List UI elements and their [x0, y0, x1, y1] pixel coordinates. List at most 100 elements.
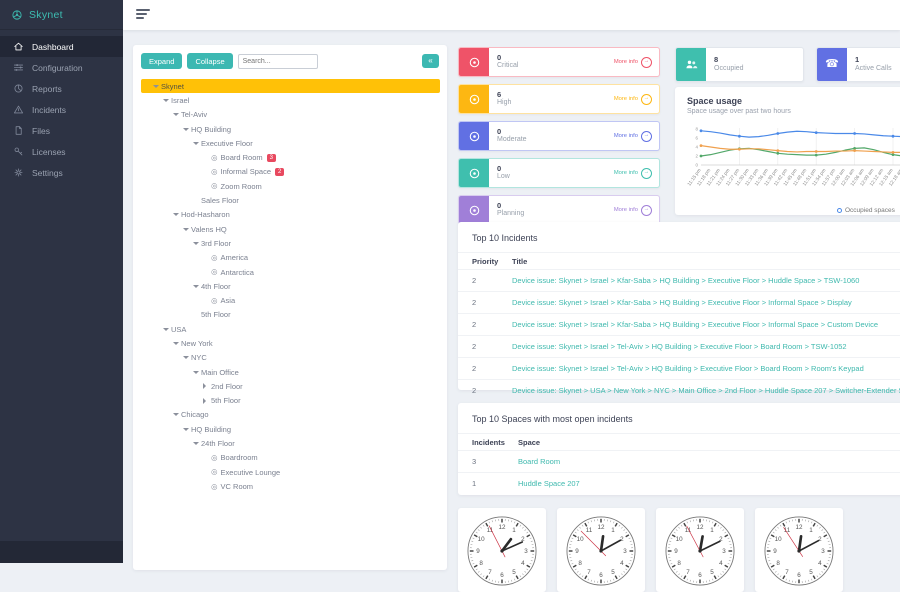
tree-node-asia[interactable]: ◎Asia — [141, 293, 440, 307]
stat-value: 6 — [497, 90, 511, 99]
tree-node-skynet[interactable]: Skynet — [141, 79, 440, 93]
chevron-down-icon — [173, 342, 181, 345]
tree-node-zoom-room[interactable]: ◎Zoom Room — [141, 179, 440, 193]
menu-toggle-button[interactable] — [136, 9, 152, 21]
chevron-down-icon — [183, 428, 191, 431]
sidebar-item-incidents[interactable]: Incidents — [0, 99, 123, 120]
more-info-label: More info — [614, 59, 638, 65]
tree-node-label: Informal Space — [221, 167, 271, 176]
brand[interactable]: Skynet — [0, 0, 123, 30]
tree-node-executive-floor[interactable]: Executive Floor — [141, 136, 440, 150]
top-spaces-title: Top 10 Spaces with most open incidents — [458, 403, 900, 433]
tree-node-5th-floor[interactable]: 5th Floor — [141, 308, 440, 322]
tree-node-4th-floor[interactable]: 4th Floor — [141, 279, 440, 293]
more-info-link[interactable]: More info→ — [614, 168, 652, 179]
tree-node-usa[interactable]: USA — [141, 322, 440, 336]
expand-button[interactable]: Expand — [141, 53, 182, 69]
space-name-link[interactable]: Board Room — [518, 457, 900, 466]
tree-node-hod-hasharon[interactable]: Hod-Hasharon — [141, 208, 440, 222]
space-incident-count: 1 — [472, 479, 518, 488]
incident-title-link[interactable]: Device issue: Skynet > Israel > Kfar-Sab… — [512, 276, 900, 285]
chevron-down-icon — [193, 371, 201, 374]
svg-text:0: 0 — [696, 163, 699, 168]
incident-priority: 2 — [472, 386, 512, 395]
more-info-link[interactable]: More info→ — [614, 131, 652, 142]
tree-node-chicago[interactable]: Chicago — [141, 408, 440, 422]
tree-node-label: 4th Floor — [201, 282, 231, 291]
incident-title-link[interactable]: Device issue: Skynet > Israel > Tel-Aviv… — [512, 364, 900, 373]
more-info-link[interactable]: More info→ — [614, 205, 652, 216]
search-input[interactable] — [238, 54, 318, 69]
svg-text:5: 5 — [512, 569, 516, 576]
sidebar-item-settings[interactable]: Settings — [0, 162, 123, 183]
chevron-down-icon — [183, 356, 191, 359]
legend-item-1[interactable]: Occupied spaces — [837, 207, 895, 214]
sidebar-item-files[interactable]: Files — [0, 120, 123, 141]
tree-node-3rd-floor[interactable]: 3rd Floor — [141, 236, 440, 250]
space-name-link[interactable]: Huddle Space 207 — [518, 479, 900, 488]
tree-node-24th-floor[interactable]: 24th Floor — [141, 436, 440, 450]
stat-label: Low — [497, 173, 510, 182]
tree-node-hq-building[interactable]: HQ Building — [141, 122, 440, 136]
incident-title-link[interactable]: Device issue: Skynet > Israel > Tel-Aviv… — [512, 342, 900, 351]
stat-label: High — [497, 99, 511, 108]
stat-icon-box — [459, 48, 489, 76]
tree-node-vc-room[interactable]: ◎VC Room — [141, 479, 440, 493]
sidebar-item-configuration[interactable]: Configuration — [0, 57, 123, 78]
stat-icon-box — [459, 122, 489, 150]
brand-name: Skynet — [29, 9, 63, 21]
tree-node-new-york[interactable]: New York — [141, 336, 440, 350]
more-info-link[interactable]: More info→ — [614, 57, 652, 68]
tree-node-main-office[interactable]: Main Office — [141, 365, 440, 379]
tree-node-nyc[interactable]: NYC — [141, 351, 440, 365]
tree-node-antarctica[interactable]: ◎Antarctica — [141, 265, 440, 279]
incident-priority: 2 — [472, 320, 512, 329]
chevron-right-icon — [203, 398, 211, 404]
people-icon — [685, 58, 698, 71]
sidebar-item-reports[interactable]: Reports — [0, 78, 123, 99]
sidebar-footer — [0, 541, 123, 563]
tree-node-valens-hq[interactable]: Valens HQ — [141, 222, 440, 236]
stat-icon-box — [459, 196, 489, 224]
svg-text:12: 12 — [598, 524, 605, 531]
collapse-panel-button[interactable]: « — [422, 54, 439, 68]
stat-value: 1 — [855, 55, 892, 64]
tree-node-label: Antarctica — [221, 268, 254, 277]
tree-node-executive-lounge[interactable]: ◎Executive Lounge — [141, 465, 440, 479]
tree-node-hq-building[interactable]: HQ Building — [141, 422, 440, 436]
collapse-button[interactable]: Collapse — [187, 53, 232, 69]
tree-node-sales-floor[interactable]: Sales Floor — [141, 193, 440, 207]
tree-node-tel-aviv[interactable]: Tel-Aviv — [141, 108, 440, 122]
incident-priority: 2 — [472, 364, 512, 373]
tree-node-america[interactable]: ◎America — [141, 251, 440, 265]
svg-text:12: 12 — [499, 524, 506, 531]
sidebar-item-dashboard[interactable]: Dashboard — [0, 36, 123, 57]
tree-node-2nd-floor[interactable]: 2nd Floor — [141, 379, 440, 393]
sidebar-item-label: Settings — [32, 168, 63, 178]
svg-text:9: 9 — [773, 548, 777, 555]
top-spaces-card: Top 10 Spaces with most open incidents I… — [458, 403, 900, 495]
tree-node-label: 3rd Floor — [201, 239, 231, 248]
incident-title-link[interactable]: Device issue: Skynet > Israel > Kfar-Sab… — [512, 298, 900, 307]
incident-title-link[interactable]: Device issue: Skynet > Israel > Kfar-Sab… — [512, 320, 900, 329]
more-info-label: More info — [614, 133, 638, 139]
tree-node-boardroom[interactable]: ◎Boardroom — [141, 451, 440, 465]
sidebar-item-licenses[interactable]: Licenses — [0, 141, 123, 162]
more-info-link[interactable]: More info→ — [614, 94, 652, 105]
tree-node-israel[interactable]: Israel — [141, 93, 440, 107]
incidents-table-header: Priority Title — [458, 252, 900, 269]
tree-node-5th-floor[interactable]: 5th Floor — [141, 394, 440, 408]
incident-title-link[interactable]: Device issue: Skynet > USA > New York > … — [512, 386, 900, 395]
home-icon — [13, 41, 24, 52]
column-header-priority: Priority — [472, 257, 512, 266]
